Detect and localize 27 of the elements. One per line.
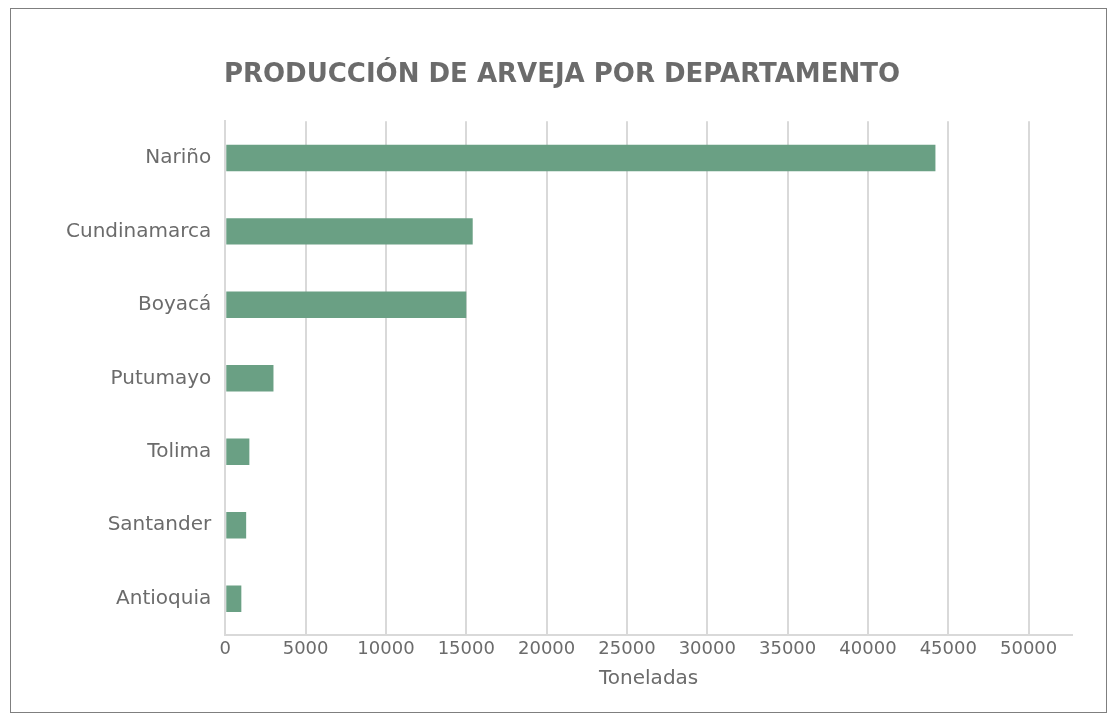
bar — [226, 218, 473, 245]
x-tick-label: 5000 — [282, 636, 329, 658]
x-tick-label: 50000 — [999, 636, 1058, 658]
x-axis-title: Toneladas — [598, 665, 699, 690]
y-tick-label: Nariño — [145, 144, 212, 169]
bar — [226, 585, 242, 612]
y-tick-label: Putumayo — [110, 364, 212, 389]
x-tick-label: 45000 — [919, 636, 977, 658]
x-tick-label: 40000 — [839, 636, 897, 658]
x-tick-label: 35000 — [758, 636, 817, 658]
bar — [226, 438, 250, 465]
x-tick-label: 20000 — [517, 636, 576, 658]
y-tick-label: Cundinamarca — [65, 217, 212, 242]
bar — [226, 144, 936, 172]
x-tick-label: 0 — [219, 636, 231, 658]
x-tick-label: 10000 — [357, 636, 415, 658]
x-tick-label: 15000 — [437, 636, 495, 658]
x-tick-label: 25000 — [598, 636, 656, 658]
bar — [226, 365, 274, 392]
y-tick-label: Santander — [107, 511, 213, 536]
x-tick-label: 30000 — [678, 636, 736, 658]
y-tick-label: Antioquia — [116, 584, 212, 609]
chart-title: PRODUCCIÓN DE ARVEJA POR DEPARTAMENTO — [223, 57, 901, 89]
bar — [226, 291, 467, 319]
y-tick-label: Boyacá — [137, 291, 212, 316]
bar — [226, 511, 247, 539]
y-tick-label: Tolima — [146, 437, 212, 462]
